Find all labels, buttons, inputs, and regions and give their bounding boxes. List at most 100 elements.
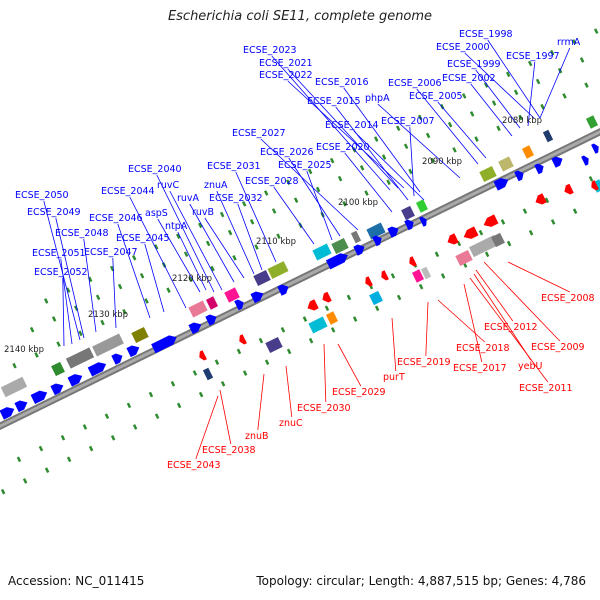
forward-feature-block [65,347,95,369]
forward-leader-line [260,138,359,231]
forward-gene-label: ntpA [165,221,188,232]
accession-text: Accession: NC_011415 [8,574,145,588]
reverse-feature-block [369,290,383,306]
tick-dot [584,82,589,88]
forward-feature-block [253,269,271,287]
tick-dot [95,294,101,301]
reverse-leader-line [483,261,561,342]
scale-label: 2090 kbp [422,157,462,167]
tick-dot [170,380,176,387]
forward-leader-line [287,68,399,189]
scale-label: 2140 kbp [4,345,44,355]
forward-gene-label: ECSE_2044 [101,186,155,197]
forward-gene-arrow [325,253,348,270]
scale-label: 2080 kbp [502,116,542,126]
reverse-feature-block [455,249,473,267]
tick-dot [528,229,534,236]
tick-dot [126,402,132,409]
forward-gene-label: znuA [204,180,228,191]
tick-dot [60,434,66,441]
forward-gene-arrow [87,362,107,377]
tick-dot [329,157,335,164]
forward-gene-label: ECSE_2048 [55,228,109,239]
forward-gene-label: ECSE_2046 [89,213,143,224]
tick-dot [474,136,479,142]
tick-dot [131,254,137,261]
forward-gene-label: ECSE_2045 [116,233,170,244]
label-leaders [43,39,571,460]
reverse-gene-arrow [409,256,417,267]
forward-feature-block [224,287,240,303]
reverse-gene-label: ECSE_2043 [167,460,221,471]
forward-gene-label: ECSE_1997 [506,51,560,62]
forward-gene-label: ECSE_2015 [307,96,361,107]
forward-leader-line [237,203,263,271]
reverse-leader-line [195,395,219,460]
tick-dot [425,132,431,139]
forward-leader-line [204,217,245,279]
tick-dot [572,208,578,214]
tick-dot [544,197,550,204]
reverse-leader-line [469,277,549,383]
reverse-gene-label: ECSE_2019 [397,357,451,368]
tick-dot [263,190,269,196]
forward-feature-block [331,237,349,255]
tick-dot [12,362,17,369]
forward-gene-label: rrmA [557,37,581,48]
forward-gene-label: ECSE_2032 [209,193,263,204]
forward-feature-block [366,222,386,240]
forward-leader-line [437,101,487,159]
forward-gene-arrow [514,170,524,182]
reverse-gene-arrow [447,233,459,245]
tick-dot [264,359,270,366]
tick-dot [153,244,159,250]
tick-dot [192,370,198,376]
tick-dot [43,298,49,304]
tick-dot [535,78,541,85]
tick-dot [276,233,281,240]
reverse-gene-arrow [564,183,574,195]
tick-dot [258,337,264,344]
tick-dots [0,28,599,495]
forward-leader-line [475,69,521,129]
forward-feature-block [415,199,429,213]
forward-feature-block [92,333,124,357]
forward-leader-line [144,243,165,313]
reverse-gene-arrow [381,270,389,281]
forward-leader-line [177,231,207,291]
reverse-feature-block [491,232,505,248]
forward-leader-line [353,130,425,201]
tick-dot [373,136,379,142]
reverse-gene-arrow [365,276,373,287]
forward-gene-label: ruvB [192,207,214,218]
forward-gene-arrow [14,400,28,413]
forward-gene-arrow [591,143,599,154]
tick-dot [386,179,391,186]
tick-dot [197,222,203,229]
forward-gene-arrow [493,178,509,191]
forward-leader-line [271,55,391,191]
scale-label: 2100 kbp [338,198,378,208]
tick-dot [82,424,88,430]
forward-leader-line [409,126,415,197]
forward-leader-line [117,223,151,319]
tick-dot [522,208,528,214]
reverse-gene-label: ECSE_2008 [541,293,595,304]
forward-leader-line [189,203,235,283]
tick-dot [513,89,519,96]
tick-dot [549,49,555,56]
tick-dot [88,445,94,452]
forward-gene-label: ECSE_2040 [128,164,182,175]
forward-gene-label: ECSE_2026 [260,147,314,158]
reverse-gene-label: purT [383,372,405,383]
reverse-gene-arrow [199,350,207,361]
forward-gene-label: ECSE_2014 [325,120,379,131]
forward-gene-label: phpA [365,93,390,104]
reverse-gene-arrow [483,214,499,227]
tick-dot [139,272,145,279]
tick-dot [315,186,321,193]
tick-dot [588,175,594,182]
tick-dot [236,348,242,355]
reverse-gene-label: yebU [518,361,542,372]
forward-gene-label: ECSE_2023 [243,45,297,56]
